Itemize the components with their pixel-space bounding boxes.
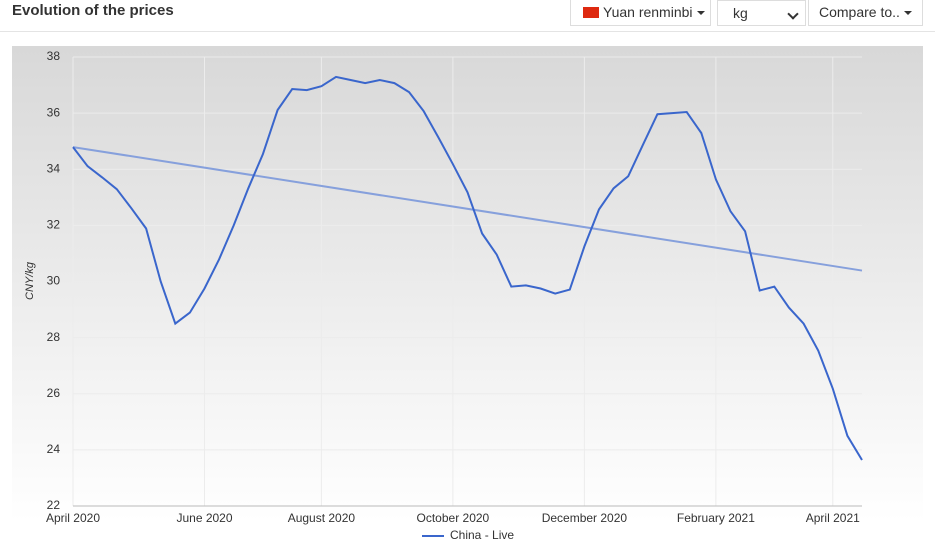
y-tick-label: 36 <box>47 105 61 119</box>
y-axis-label: CNY/kg <box>24 261 36 300</box>
x-tick-label: August 2020 <box>288 511 356 525</box>
y-tick-label: 38 <box>47 49 61 63</box>
page-title: Evolution of the prices <box>12 2 174 19</box>
y-tick-label: 28 <box>47 330 61 344</box>
trend-line <box>72 146 863 272</box>
currency-dropdown[interactable]: Yuan renminbi <box>570 0 711 26</box>
y-tick-label: 22 <box>47 498 61 512</box>
y-tick-label: 30 <box>47 274 61 288</box>
y-tick-label: 26 <box>47 386 61 400</box>
compare-label: Compare to.. <box>819 4 900 20</box>
plot-background <box>12 46 923 522</box>
x-tick-label: October 2020 <box>417 511 490 525</box>
x-tick-label: June 2020 <box>176 511 232 525</box>
chart: CNY/kg 22 24 26 28 30 32 34 36 38 April 2020 June … <box>12 46 923 542</box>
x-tick-label: April 2021 <box>806 511 860 525</box>
x-tick-label: February 2021 <box>677 511 755 525</box>
x-tick-label: April 2020 <box>46 511 100 525</box>
currency-label: Yuan renminbi <box>603 4 693 20</box>
y-tick-label: 32 <box>47 218 61 232</box>
toolbar: Evolution of the prices Yuan renminbi kg… <box>0 0 935 32</box>
unit-select[interactable]: kg <box>717 0 806 26</box>
compare-dropdown[interactable]: Compare to.. <box>808 0 923 26</box>
y-tick-label: 24 <box>47 442 61 456</box>
series-line <box>72 75 863 461</box>
x-tick-label: December 2020 <box>542 511 628 525</box>
unit-label: kg <box>733 5 748 21</box>
legend-label: China - Live <box>450 528 514 542</box>
y-tick-label: 34 <box>47 161 61 175</box>
